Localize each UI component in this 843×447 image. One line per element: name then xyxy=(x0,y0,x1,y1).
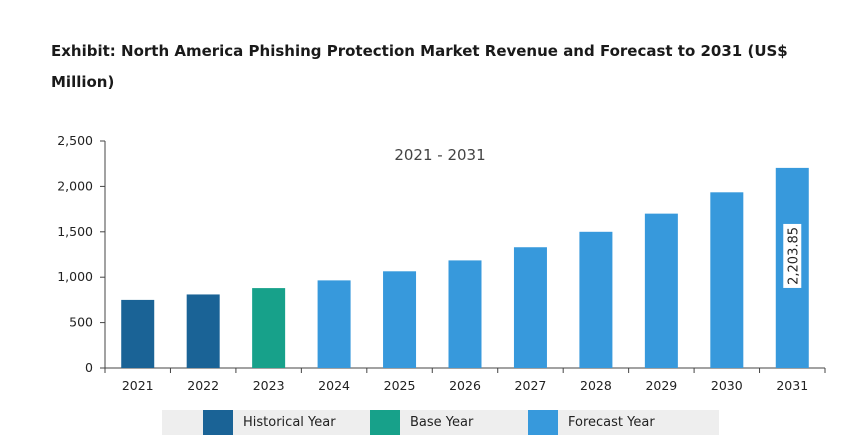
x-tick-label: 2023 xyxy=(253,378,285,393)
y-tick-label: 0 xyxy=(85,360,93,375)
y-axis: 0 500 1,000 1,500 2,000 2,500 xyxy=(57,133,106,375)
bar-2021 xyxy=(121,299,155,368)
x-tick-label: 2024 xyxy=(318,378,350,393)
legend: Historical Year Base Year Forecast Year xyxy=(162,410,719,435)
y-tick-label: 2,500 xyxy=(57,133,93,148)
x-tick-label: 2021 xyxy=(122,378,154,393)
y-tick-label: 1,500 xyxy=(57,224,93,239)
data-label-box xyxy=(783,223,802,288)
bar-2022 xyxy=(186,294,220,368)
legend-label-forecast: Forecast Year xyxy=(568,415,655,430)
legend-swatch-base xyxy=(370,410,400,435)
bar-2026 xyxy=(448,260,482,368)
x-tick-label: 2031 xyxy=(776,378,808,393)
x-tick-label: 2027 xyxy=(515,378,547,393)
x-tick-label: 2026 xyxy=(449,378,481,393)
bar-2030 xyxy=(710,192,744,368)
bars: 2,203.85 xyxy=(121,167,809,368)
x-axis: 2021 2022 2023 2024 2025 2026 2027 2028 2029 2030… xyxy=(104,367,826,393)
x-tick-label: 2022 xyxy=(187,378,219,393)
bar-2024 xyxy=(317,280,351,368)
data-label-2031: 2,203.85 xyxy=(783,223,802,288)
legend-swatch-forecast xyxy=(528,410,558,435)
legend-item-base: Base Year xyxy=(370,410,473,435)
x-tick-label: 2029 xyxy=(645,378,677,393)
x-tick-label: 2030 xyxy=(711,378,743,393)
y-tick-label: 1,000 xyxy=(57,269,93,284)
legend-swatch-historical xyxy=(203,410,233,435)
chart-title: Exhibit: North America Phishing Protecti… xyxy=(51,42,788,91)
data-label-text: 2,203.85 xyxy=(786,227,801,285)
bar-2023 xyxy=(252,288,286,368)
y-tick-label: 500 xyxy=(69,315,93,330)
bar-2027 xyxy=(513,247,547,368)
legend-item-forecast: Forecast Year xyxy=(528,410,655,435)
x-tick-label: 2028 xyxy=(580,378,612,393)
bar-2025 xyxy=(383,271,417,368)
x-tick-label: 2025 xyxy=(384,378,416,393)
bar-2028 xyxy=(579,231,613,368)
y-tick-label: 2,000 xyxy=(57,178,93,193)
legend-label-historical: Historical Year xyxy=(243,415,336,430)
chart-subtitle: 2021 - 2031 xyxy=(394,146,485,164)
bar-2029 xyxy=(644,213,678,368)
legend-item-historical: Historical Year xyxy=(203,410,336,435)
legend-label-base: Base Year xyxy=(410,415,474,430)
